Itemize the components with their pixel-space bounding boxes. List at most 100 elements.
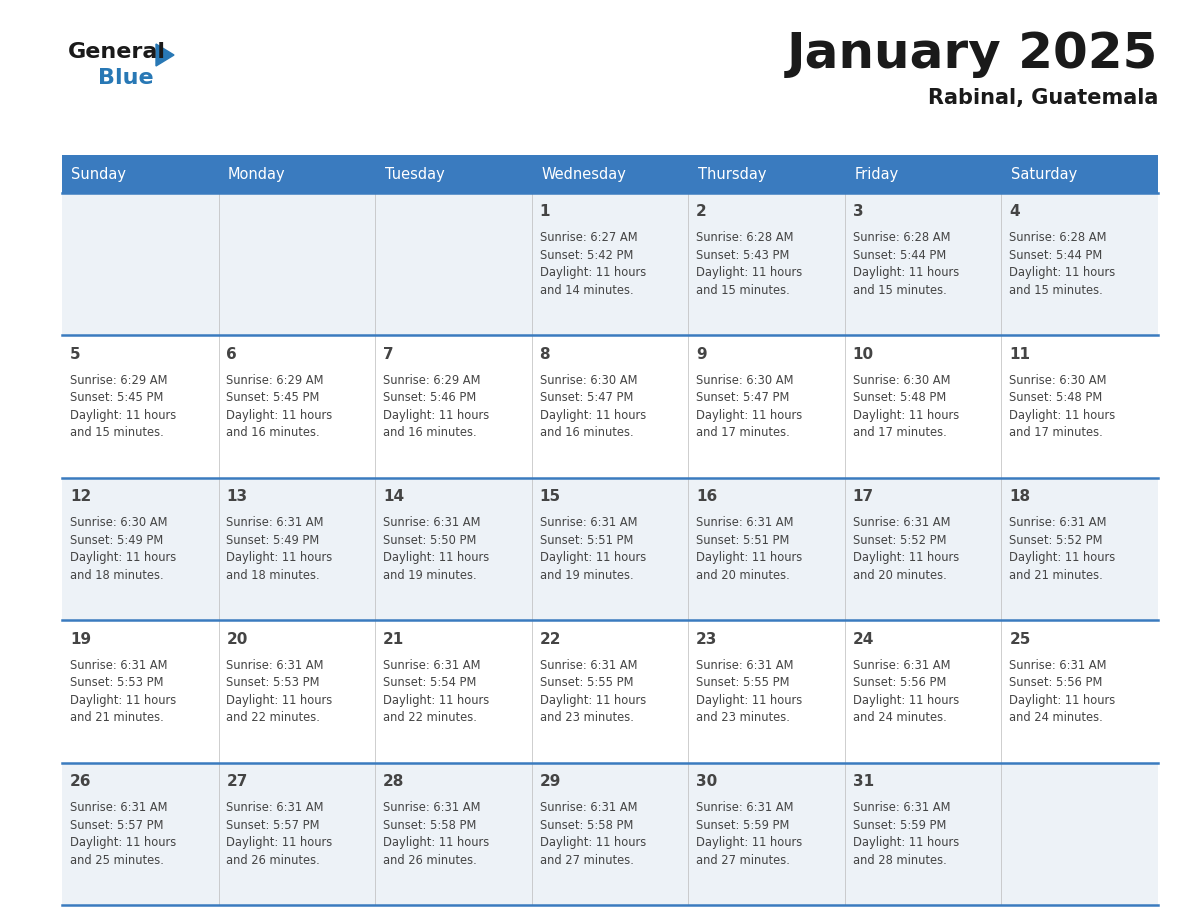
- Text: Monday: Monday: [228, 166, 285, 182]
- Text: 3: 3: [853, 205, 864, 219]
- Text: 11: 11: [1010, 347, 1030, 362]
- Text: 1: 1: [539, 205, 550, 219]
- Text: 25: 25: [1010, 632, 1031, 646]
- Text: 9: 9: [696, 347, 707, 362]
- Bar: [375, 335, 532, 477]
- Text: 2: 2: [696, 205, 707, 219]
- Text: Sunrise: 6:31 AM
Sunset: 5:53 PM
Daylight: 11 hours
and 22 minutes.: Sunrise: 6:31 AM Sunset: 5:53 PM Dayligh…: [227, 658, 333, 724]
- Text: Sunrise: 6:31 AM
Sunset: 5:52 PM
Daylight: 11 hours
and 21 minutes.: Sunrise: 6:31 AM Sunset: 5:52 PM Dayligh…: [1010, 516, 1116, 582]
- Bar: [219, 193, 375, 335]
- Text: Sunrise: 6:31 AM
Sunset: 5:59 PM
Daylight: 11 hours
and 28 minutes.: Sunrise: 6:31 AM Sunset: 5:59 PM Dayligh…: [853, 801, 959, 867]
- Text: Sunrise: 6:31 AM
Sunset: 5:56 PM
Daylight: 11 hours
and 24 minutes.: Sunrise: 6:31 AM Sunset: 5:56 PM Dayligh…: [1010, 658, 1116, 724]
- Text: 8: 8: [539, 347, 550, 362]
- Text: Friday: Friday: [854, 166, 898, 182]
- Bar: [1001, 155, 1158, 193]
- Bar: [532, 621, 688, 763]
- Bar: [375, 193, 532, 335]
- Text: 28: 28: [383, 774, 404, 789]
- Text: 13: 13: [227, 489, 247, 504]
- Text: 20: 20: [227, 632, 248, 646]
- Text: Sunrise: 6:29 AM
Sunset: 5:46 PM
Daylight: 11 hours
and 16 minutes.: Sunrise: 6:29 AM Sunset: 5:46 PM Dayligh…: [383, 374, 489, 440]
- Text: 27: 27: [227, 774, 248, 789]
- Text: January 2025: January 2025: [786, 30, 1158, 78]
- Bar: [375, 621, 532, 763]
- Text: 14: 14: [383, 489, 404, 504]
- Text: Sunrise: 6:30 AM
Sunset: 5:48 PM
Daylight: 11 hours
and 17 minutes.: Sunrise: 6:30 AM Sunset: 5:48 PM Dayligh…: [853, 374, 959, 440]
- Text: Sunrise: 6:29 AM
Sunset: 5:45 PM
Daylight: 11 hours
and 16 minutes.: Sunrise: 6:29 AM Sunset: 5:45 PM Dayligh…: [227, 374, 333, 440]
- Text: Wednesday: Wednesday: [541, 166, 626, 182]
- Bar: [375, 155, 532, 193]
- Bar: [1001, 477, 1158, 621]
- Text: 5: 5: [70, 347, 81, 362]
- Text: Sunrise: 6:31 AM
Sunset: 5:55 PM
Daylight: 11 hours
and 23 minutes.: Sunrise: 6:31 AM Sunset: 5:55 PM Dayligh…: [696, 658, 802, 724]
- Bar: [688, 193, 845, 335]
- Bar: [532, 763, 688, 905]
- Text: 10: 10: [853, 347, 874, 362]
- Bar: [219, 763, 375, 905]
- Bar: [62, 477, 219, 621]
- Text: Sunrise: 6:31 AM
Sunset: 5:51 PM
Daylight: 11 hours
and 20 minutes.: Sunrise: 6:31 AM Sunset: 5:51 PM Dayligh…: [696, 516, 802, 582]
- Text: 12: 12: [70, 489, 91, 504]
- Text: Sunrise: 6:27 AM
Sunset: 5:42 PM
Daylight: 11 hours
and 14 minutes.: Sunrise: 6:27 AM Sunset: 5:42 PM Dayligh…: [539, 231, 646, 297]
- Text: Sunrise: 6:31 AM
Sunset: 5:49 PM
Daylight: 11 hours
and 18 minutes.: Sunrise: 6:31 AM Sunset: 5:49 PM Dayligh…: [227, 516, 333, 582]
- Text: Sunrise: 6:31 AM
Sunset: 5:57 PM
Daylight: 11 hours
and 25 minutes.: Sunrise: 6:31 AM Sunset: 5:57 PM Dayligh…: [70, 801, 176, 867]
- Bar: [532, 155, 688, 193]
- Bar: [62, 155, 219, 193]
- Bar: [845, 155, 1001, 193]
- Text: Sunrise: 6:30 AM
Sunset: 5:49 PM
Daylight: 11 hours
and 18 minutes.: Sunrise: 6:30 AM Sunset: 5:49 PM Dayligh…: [70, 516, 176, 582]
- Bar: [845, 621, 1001, 763]
- Bar: [688, 477, 845, 621]
- Bar: [219, 477, 375, 621]
- Bar: [62, 621, 219, 763]
- Bar: [688, 763, 845, 905]
- Text: Sunrise: 6:31 AM
Sunset: 5:55 PM
Daylight: 11 hours
and 23 minutes.: Sunrise: 6:31 AM Sunset: 5:55 PM Dayligh…: [539, 658, 646, 724]
- Bar: [62, 335, 219, 477]
- Polygon shape: [156, 44, 173, 66]
- Text: Sunday: Sunday: [71, 166, 126, 182]
- Text: 18: 18: [1010, 489, 1030, 504]
- Bar: [62, 193, 219, 335]
- Bar: [219, 621, 375, 763]
- Text: 30: 30: [696, 774, 718, 789]
- Bar: [1001, 621, 1158, 763]
- Text: 19: 19: [70, 632, 91, 646]
- Text: 17: 17: [853, 489, 874, 504]
- Text: Sunrise: 6:31 AM
Sunset: 5:56 PM
Daylight: 11 hours
and 24 minutes.: Sunrise: 6:31 AM Sunset: 5:56 PM Dayligh…: [853, 658, 959, 724]
- Text: General: General: [68, 42, 166, 62]
- Bar: [532, 335, 688, 477]
- Text: 21: 21: [383, 632, 404, 646]
- Bar: [1001, 335, 1158, 477]
- Bar: [375, 763, 532, 905]
- Text: Saturday: Saturday: [1011, 166, 1078, 182]
- Text: 31: 31: [853, 774, 874, 789]
- Text: 29: 29: [539, 774, 561, 789]
- Text: 4: 4: [1010, 205, 1019, 219]
- Bar: [1001, 763, 1158, 905]
- Text: 22: 22: [539, 632, 561, 646]
- Text: 15: 15: [539, 489, 561, 504]
- Bar: [1001, 193, 1158, 335]
- Bar: [375, 477, 532, 621]
- Bar: [62, 763, 219, 905]
- Bar: [532, 477, 688, 621]
- Bar: [688, 621, 845, 763]
- Text: Sunrise: 6:30 AM
Sunset: 5:47 PM
Daylight: 11 hours
and 17 minutes.: Sunrise: 6:30 AM Sunset: 5:47 PM Dayligh…: [696, 374, 802, 440]
- Bar: [845, 193, 1001, 335]
- Text: Sunrise: 6:30 AM
Sunset: 5:48 PM
Daylight: 11 hours
and 17 minutes.: Sunrise: 6:30 AM Sunset: 5:48 PM Dayligh…: [1010, 374, 1116, 440]
- Text: Sunrise: 6:31 AM
Sunset: 5:57 PM
Daylight: 11 hours
and 26 minutes.: Sunrise: 6:31 AM Sunset: 5:57 PM Dayligh…: [227, 801, 333, 867]
- Text: Blue: Blue: [97, 68, 153, 88]
- Text: Sunrise: 6:31 AM
Sunset: 5:54 PM
Daylight: 11 hours
and 22 minutes.: Sunrise: 6:31 AM Sunset: 5:54 PM Dayligh…: [383, 658, 489, 724]
- Text: Sunrise: 6:31 AM
Sunset: 5:52 PM
Daylight: 11 hours
and 20 minutes.: Sunrise: 6:31 AM Sunset: 5:52 PM Dayligh…: [853, 516, 959, 582]
- Text: Sunrise: 6:31 AM
Sunset: 5:53 PM
Daylight: 11 hours
and 21 minutes.: Sunrise: 6:31 AM Sunset: 5:53 PM Dayligh…: [70, 658, 176, 724]
- Text: 26: 26: [70, 774, 91, 789]
- Text: Sunrise: 6:31 AM
Sunset: 5:58 PM
Daylight: 11 hours
and 27 minutes.: Sunrise: 6:31 AM Sunset: 5:58 PM Dayligh…: [539, 801, 646, 867]
- Text: Sunrise: 6:31 AM
Sunset: 5:59 PM
Daylight: 11 hours
and 27 minutes.: Sunrise: 6:31 AM Sunset: 5:59 PM Dayligh…: [696, 801, 802, 867]
- Text: Tuesday: Tuesday: [385, 166, 444, 182]
- Bar: [219, 155, 375, 193]
- Text: Sunrise: 6:31 AM
Sunset: 5:58 PM
Daylight: 11 hours
and 26 minutes.: Sunrise: 6:31 AM Sunset: 5:58 PM Dayligh…: [383, 801, 489, 867]
- Bar: [845, 477, 1001, 621]
- Text: Sunrise: 6:31 AM
Sunset: 5:51 PM
Daylight: 11 hours
and 19 minutes.: Sunrise: 6:31 AM Sunset: 5:51 PM Dayligh…: [539, 516, 646, 582]
- Text: Sunrise: 6:28 AM
Sunset: 5:43 PM
Daylight: 11 hours
and 15 minutes.: Sunrise: 6:28 AM Sunset: 5:43 PM Dayligh…: [696, 231, 802, 297]
- Text: 7: 7: [383, 347, 393, 362]
- Text: Sunrise: 6:28 AM
Sunset: 5:44 PM
Daylight: 11 hours
and 15 minutes.: Sunrise: 6:28 AM Sunset: 5:44 PM Dayligh…: [853, 231, 959, 297]
